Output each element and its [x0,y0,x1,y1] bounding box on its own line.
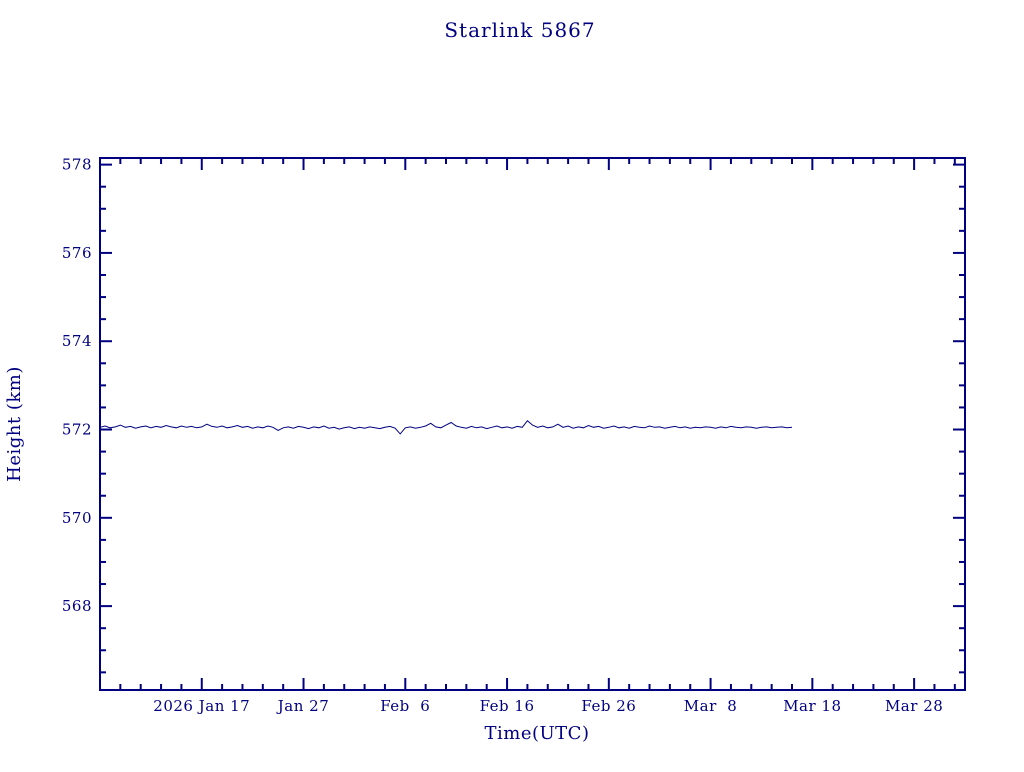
x-tick-label: Feb 6 [380,697,430,715]
x-tick-label: Feb 16 [480,697,535,715]
chart-title: Starlink 5867 [444,18,595,42]
y-tick-label: 578 [62,156,92,174]
x-tick-label: Mar 18 [783,697,841,715]
y-axis-label: Height (km) [4,366,25,482]
y-tick-label: 576 [62,244,92,262]
x-tick-label: Mar 8 [684,697,738,715]
x-tick-label: 2026 Jan 17 [153,697,250,715]
plot-border [99,157,966,691]
x-axis-label: Time(UTC) [485,723,590,744]
y-tick-label: 574 [62,332,92,350]
x-tick-label: Mar 28 [885,697,943,715]
x-tick-label: Jan 27 [276,697,329,715]
x-tick-label: Feb 26 [581,697,636,715]
y-tick-label: 568 [62,597,92,615]
height-series-line [99,419,793,435]
y-tick-label: 570 [62,509,92,527]
y-tick-label: 572 [62,421,92,439]
